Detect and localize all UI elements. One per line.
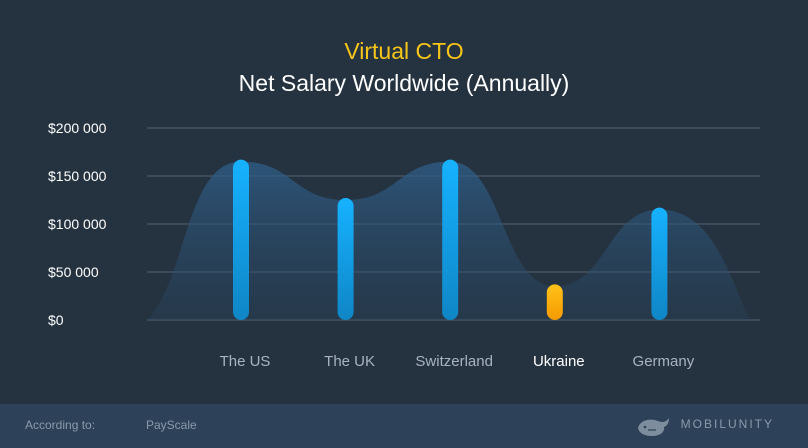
x-tick-label: Germany [633,353,695,370]
y-tick-label: $100 000 [48,216,107,232]
source-name: PayScale [146,418,197,432]
chart-title-subtitle: Net Salary Worldwide (Annually) [238,70,570,96]
y-tick-label: $200 000 [48,120,107,136]
bar-germany [651,207,668,320]
x-tick-label: Switzerland [415,353,493,370]
whale-logo-icon [636,414,672,441]
bar-the-us [233,159,249,320]
bar-the-uk [337,198,354,320]
chart-title-role: Virtual CTO [344,38,464,64]
x-tick-label: The UK [324,353,375,370]
y-tick-label: $50 000 [48,264,99,280]
bar-chart: $0 $50 000 $100 000 $150 000 $200 000 The US T… [48,120,760,370]
x-tick-label: The US [220,353,271,370]
chart-title: Virtual CTO Net Salary Worldwide (Annual… [0,36,808,98]
x-tick-label: Ukraine [533,353,585,370]
according-to-label: According to: [25,418,96,432]
y-tick-label: $150 000 [48,168,107,184]
brand-name: MOBILUNITY [680,417,774,431]
y-tick-label: $0 [48,312,64,328]
footer-bar: According to: PayScale MOBILUNITY [0,404,808,448]
bar-ukraine [546,284,563,320]
bar-switzerland [442,159,459,320]
